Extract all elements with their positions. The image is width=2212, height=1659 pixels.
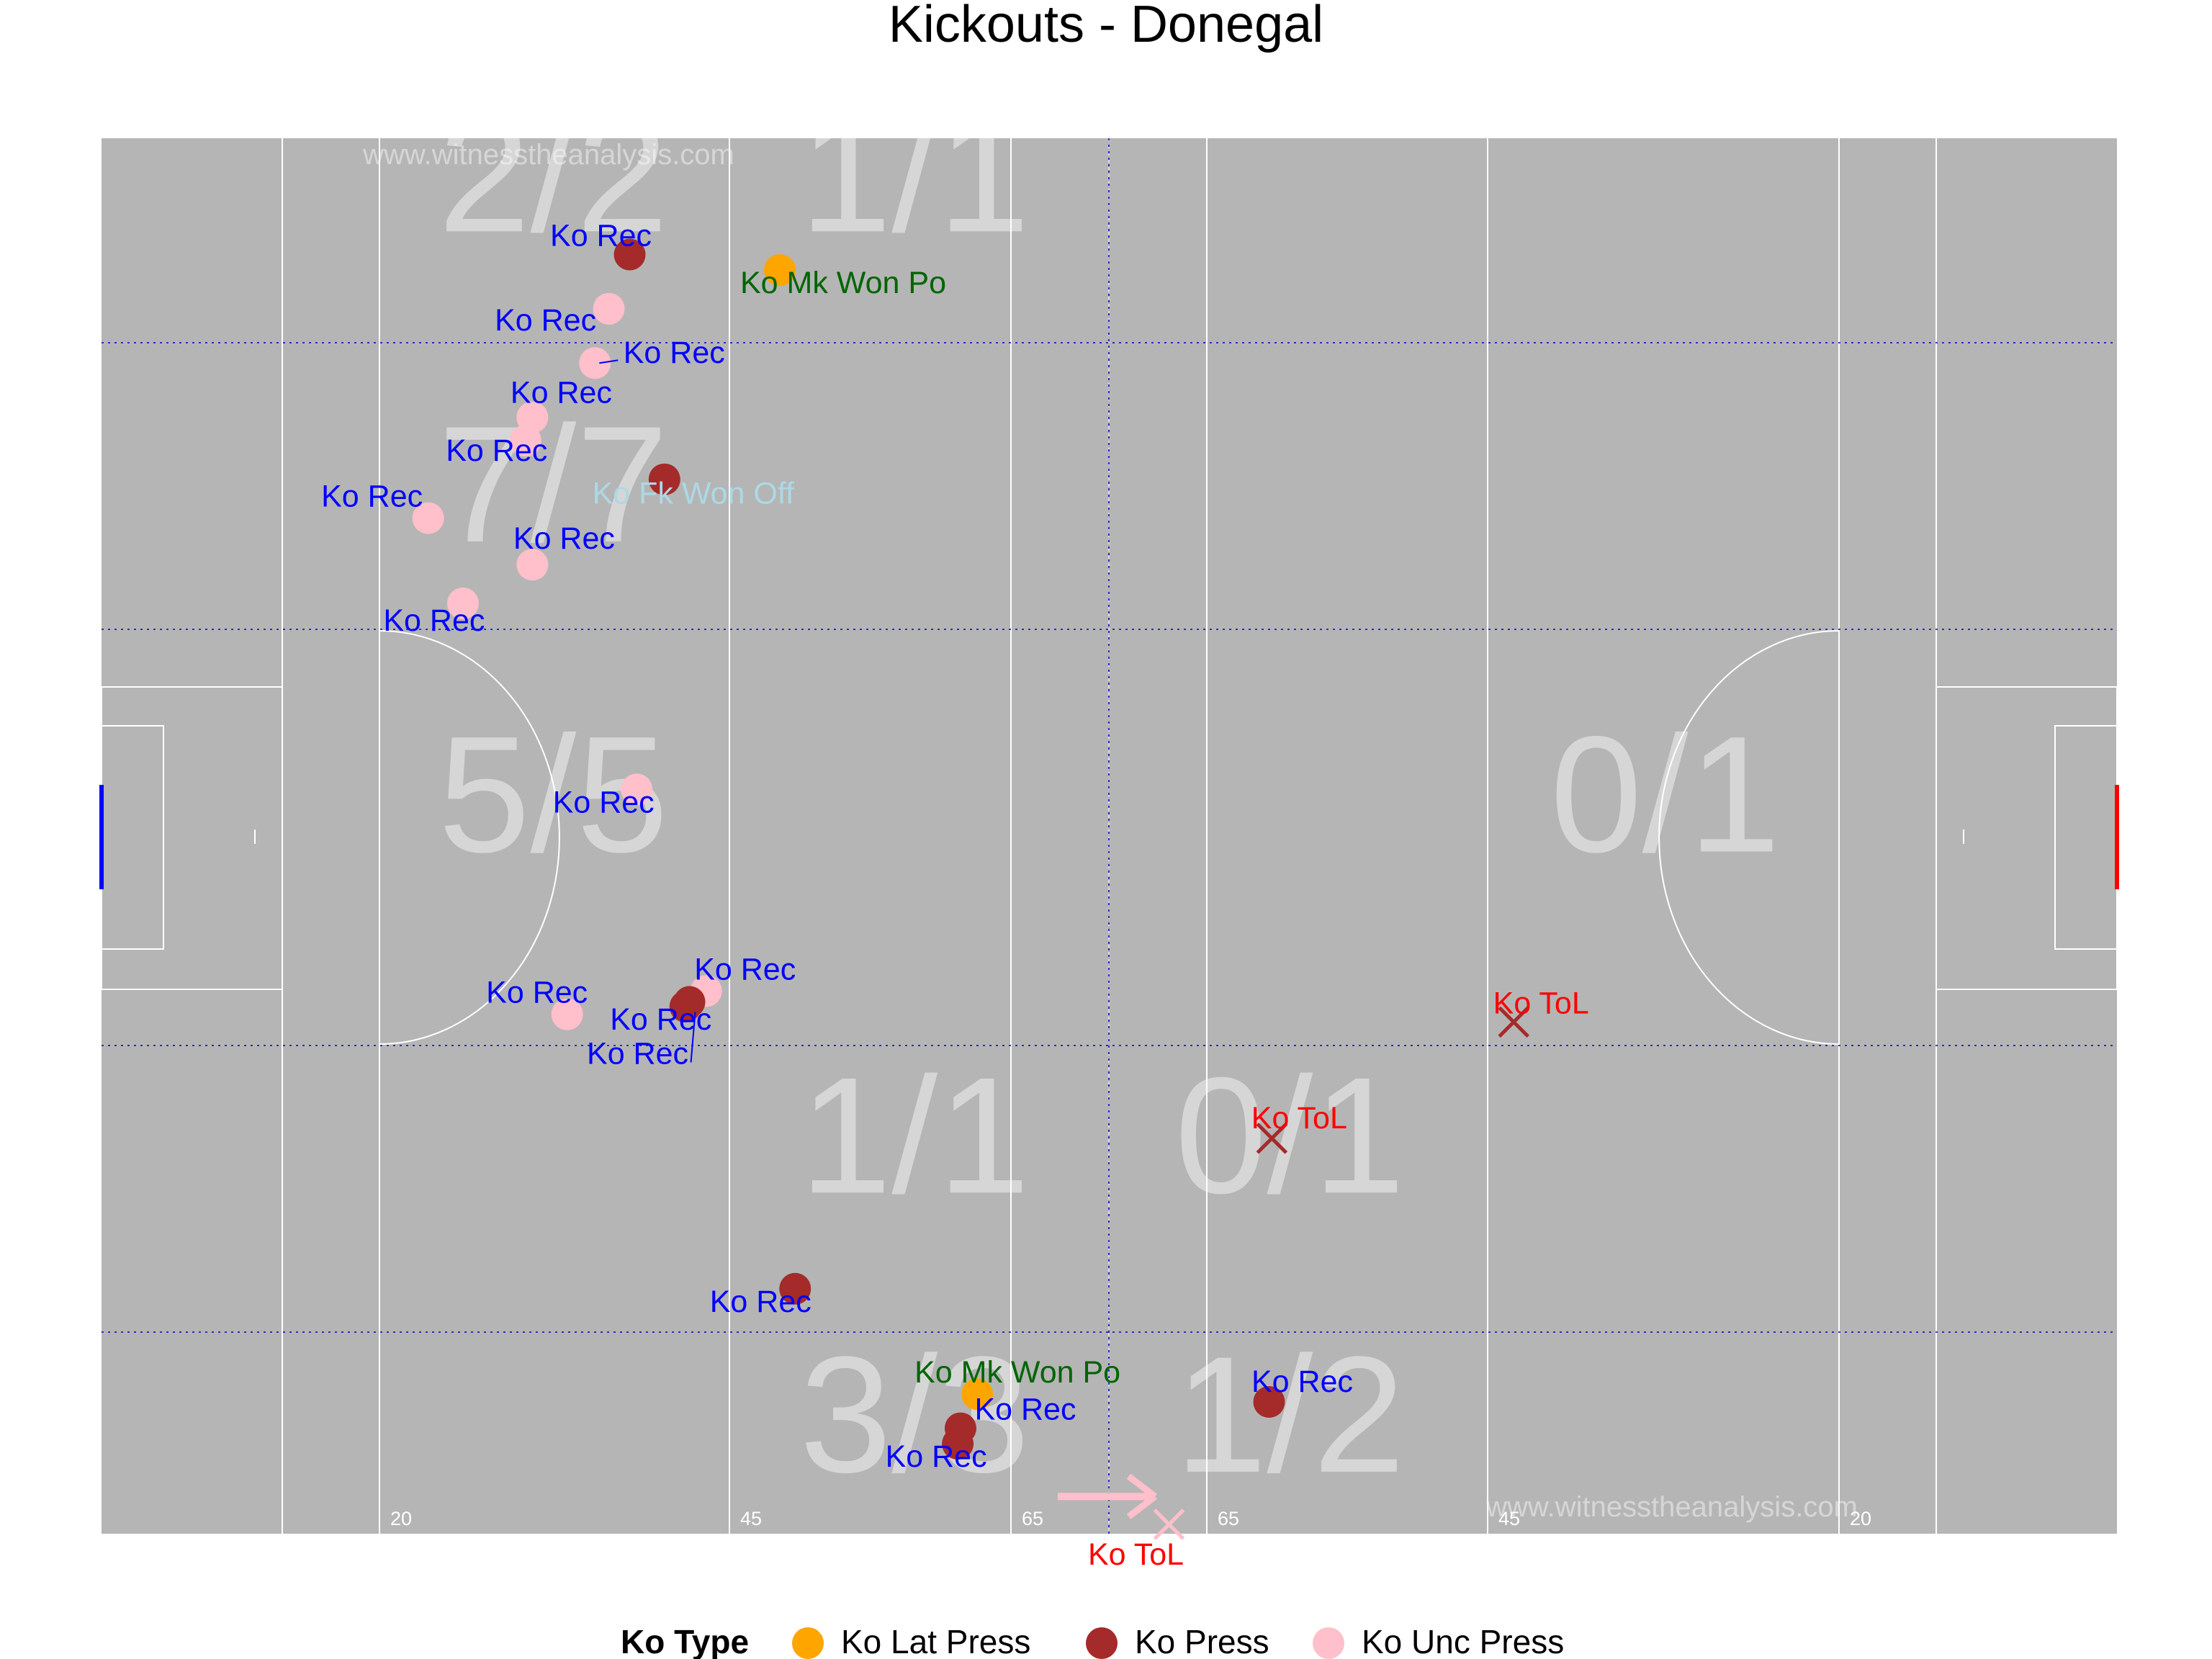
kickout-point [621,773,653,806]
kickout-label: Ko Rec [610,1002,711,1037]
kickout-point [961,1378,994,1411]
legend-label: Ko Lat Press [841,1623,1030,1659]
kickout-point-cross [1153,1509,1185,1540]
kickout-label: Ko Rec [710,1285,811,1319]
legend-label: Ko Unc Press [1362,1623,1564,1659]
kickout-label: Ko Rec [974,1393,1076,1427]
kickout-label: Ko ToL [1493,986,1589,1020]
zone-ratio: 2/2 [438,81,668,266]
chart-title: Kickouts - Donegal [889,0,1323,53]
zone-ratio: 1/1 [799,81,1030,266]
legend-swatch [1313,1627,1344,1659]
arrow-head [1126,1473,1157,1519]
kickout-point [779,1272,811,1305]
yard-label: 20 [1850,1508,1871,1529]
kickout-point [579,347,611,379]
kickout-label: Ko Mk Won Po [740,266,946,300]
kickout-point [942,1428,974,1460]
kickout-point [412,502,444,534]
kickout-label: Ko Rec [383,603,485,638]
kickout-point [446,588,479,619]
legend-swatch [792,1627,824,1659]
legend: Ko Type Ko Lat Press Ko Press Ko Unc Press [621,1623,1564,1659]
arrows [1058,1473,1157,1519]
kickout-points [412,238,1529,1540]
kickout-label: Ko ToL [1088,1537,1184,1572]
label-leader [690,1012,696,1063]
label-leader [599,359,619,364]
yard-label: 65 [1218,1508,1239,1529]
kickout-point [593,292,625,325]
kickout-label: Ko Fk Won Off [593,477,795,511]
right-d-arc [1658,630,1840,1045]
kickout-label: Ko Rec [446,433,547,468]
zone-ratio: 1/1 [799,1043,1030,1228]
yard-label: 65 [1022,1508,1043,1529]
zone-ratio-labels: 2/2 1/17/75/5 0/11/1 0/13/3 1/2 [438,81,1780,1507]
kickout-label: Ko Rec [624,336,725,370]
zone-ratio: 3/3 [799,1322,1030,1507]
kickout-label: Ko Rec [486,976,588,1010]
kickout-point [648,463,680,495]
kickout-label: Ko Rec [694,952,796,986]
watermark-bottom: www.witnesstheanalysis.com [1485,1491,1858,1523]
kickout-point [764,254,796,287]
zone-ratio: 0/1 [1550,702,1781,887]
kickout-point [516,549,549,581]
kickout-label: Ko Rec [321,480,423,514]
kickout-label: Ko Rec [587,1036,688,1071]
kickout-point [613,238,646,271]
kickout-point [673,986,706,1018]
kickout-label: Ko Mk Won Po [914,1355,1120,1390]
kickout-label: Ko Rec [495,303,596,338]
yard-label: 45 [1498,1508,1520,1529]
legend-swatch [1086,1627,1118,1659]
kickout-label: Ko ToL [1251,1101,1347,1136]
kickout-point [509,424,541,457]
legend-label: Ko Press [1135,1623,1269,1659]
kickout-point [1253,1385,1285,1418]
pitch: 20 45 65 65 45 20 www.witnesstheanalysis… [99,138,2119,1534]
kickout-label: Ko Rec [550,219,652,253]
kickout-label: Ko Rec [886,1439,987,1474]
kickout-label: Ko Rec [553,785,655,819]
watermark-top: www.witnesstheanalysis.com [362,139,734,171]
legend-title: Ko Type [621,1623,749,1659]
kickout-point-cross [1498,1006,1529,1038]
kickout-label: Ko Rec [1251,1364,1353,1399]
yard-label: 20 [390,1508,412,1529]
zone-ratio: 1/2 [1175,1322,1406,1507]
kickout-point-cross [1256,1123,1288,1154]
zone-ratio: 0/1 [1175,1043,1406,1228]
kickout-point [551,998,583,1030]
yard-label: 45 [740,1508,762,1529]
left-d-arc [379,630,560,1045]
zone-ratio: 7/7 [438,392,668,577]
kickout-label: Ko Rec [513,521,615,556]
kickout-label: Ko Rec [511,376,612,410]
